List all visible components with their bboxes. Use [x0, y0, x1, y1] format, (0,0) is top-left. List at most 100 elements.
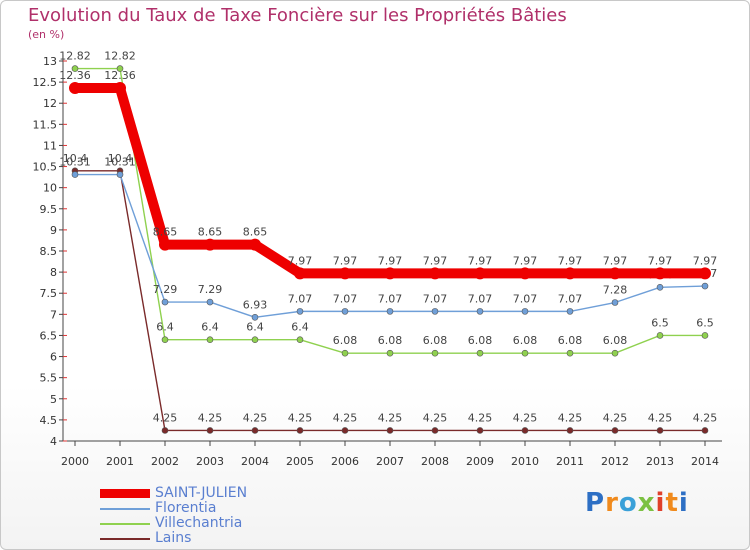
- data-label: 4.25: [423, 411, 448, 424]
- data-point: [206, 427, 214, 434]
- data-label: 6.5: [651, 316, 669, 329]
- data-point: [386, 427, 394, 434]
- data-label: 6.08: [333, 334, 358, 347]
- data-label: 7.07: [423, 292, 448, 305]
- data-label: 4.25: [198, 411, 223, 424]
- data-label: 4.25: [288, 411, 313, 424]
- data-point: [609, 267, 621, 280]
- logo-letter: i: [678, 488, 689, 518]
- y-tick-label: 8: [50, 266, 57, 279]
- data-point: [71, 65, 79, 72]
- data-label: 7.29: [198, 283, 223, 296]
- legend-label: Lains: [155, 530, 192, 546]
- data-point: [159, 238, 171, 251]
- data-point: [116, 65, 124, 72]
- legend: SAINT-JULIEN Florentia Villechantria Lai…: [100, 485, 300, 546]
- data-label: 7.97: [558, 254, 583, 267]
- data-label: 6.4: [246, 321, 264, 334]
- legend-item-florentia: Florentia: [100, 500, 300, 516]
- data-point: [566, 427, 574, 434]
- data-point: [69, 82, 81, 95]
- data-point: [611, 349, 619, 357]
- data-point: [294, 267, 306, 280]
- chart-title: Evolution du Taux de Taxe Foncière sur l…: [28, 5, 567, 26]
- data-point: [341, 427, 349, 434]
- data-label: 12.36: [59, 69, 91, 82]
- y-tick-label: 4: [50, 435, 57, 448]
- data-label: 7.07: [468, 292, 493, 305]
- data-point: [384, 267, 396, 280]
- data-point: [701, 332, 709, 339]
- data-point: [341, 349, 349, 357]
- data-point: [71, 171, 79, 178]
- data-label: 7.97: [513, 254, 538, 267]
- data-point: [654, 267, 666, 280]
- data-label: 6.93: [243, 298, 268, 311]
- data-label: 10.31: [104, 156, 136, 169]
- legend-swatch-lains: [100, 538, 150, 540]
- data-label: 8.65: [243, 226, 268, 239]
- data-label: 6.4: [291, 321, 309, 334]
- data-point: [114, 82, 126, 95]
- data-label: 7.97: [288, 254, 313, 267]
- data-label: 12.36: [104, 69, 136, 82]
- data-label: 10.31: [59, 156, 91, 169]
- data-label: 10.4: [108, 152, 133, 165]
- data-point: [251, 427, 259, 434]
- data-label: 4.25: [243, 411, 268, 424]
- data-point: [251, 313, 259, 321]
- x-tick-label: 2009: [466, 455, 494, 468]
- data-point: [521, 349, 529, 357]
- data-label: 7.07: [288, 292, 313, 305]
- logo-letter: P: [585, 488, 606, 518]
- y-tick-label: 11: [43, 139, 57, 152]
- legend-item-saint-julien: SAINT-JULIEN: [100, 485, 300, 501]
- data-point: [161, 298, 169, 306]
- legend-item-villechantria: Villechantria: [100, 515, 300, 531]
- data-label: 7.97: [693, 254, 718, 267]
- data-point: [296, 308, 304, 315]
- data-point: [656, 284, 664, 291]
- data-point: [339, 267, 351, 280]
- y-tick-label: 6: [50, 351, 57, 364]
- x-tick-label: 2001: [106, 455, 134, 468]
- data-point: [566, 308, 574, 315]
- data-point: [206, 298, 214, 306]
- y-tick-label: 10.5: [33, 161, 58, 174]
- y-tick-label: 8.5: [40, 245, 58, 258]
- legend-label: Villechantria: [155, 515, 243, 531]
- data-label: 6.08: [468, 334, 493, 347]
- data-point: [161, 427, 169, 434]
- data-label: 12.82: [59, 50, 91, 63]
- data-label: 6.08: [423, 334, 448, 347]
- data-point: [474, 267, 486, 280]
- data-label: 7.97: [333, 254, 358, 267]
- data-point: [206, 336, 214, 343]
- data-point: [521, 427, 529, 434]
- data-label: 7.97: [603, 254, 628, 267]
- y-tick-label: 9.5: [40, 203, 58, 216]
- data-point: [341, 308, 349, 315]
- y-tick-label: 13: [43, 55, 57, 68]
- data-point: [611, 427, 619, 434]
- data-label: 7.28: [603, 284, 628, 297]
- y-tick-label: 9: [50, 224, 57, 237]
- legend-swatch-villechantria: [100, 523, 150, 525]
- data-point: [519, 267, 531, 280]
- data-label: 4.25: [603, 411, 628, 424]
- x-tick-label: 2008: [421, 455, 449, 468]
- data-label: 4.25: [153, 411, 178, 424]
- y-tick-label: 12.5: [33, 76, 58, 89]
- data-label: 7.97: [468, 254, 493, 267]
- y-tick-label: 7.5: [40, 287, 58, 300]
- legend-label: Florentia: [155, 500, 217, 516]
- x-tick-label: 2007: [376, 455, 404, 468]
- x-tick-label: 2003: [196, 455, 224, 468]
- data-point: [429, 267, 441, 280]
- data-label: 7.07: [513, 292, 538, 305]
- data-label: 6.08: [603, 334, 628, 347]
- y-tick-label: 12: [43, 97, 57, 110]
- data-label: 4.25: [558, 411, 583, 424]
- data-label: 6.4: [201, 321, 219, 334]
